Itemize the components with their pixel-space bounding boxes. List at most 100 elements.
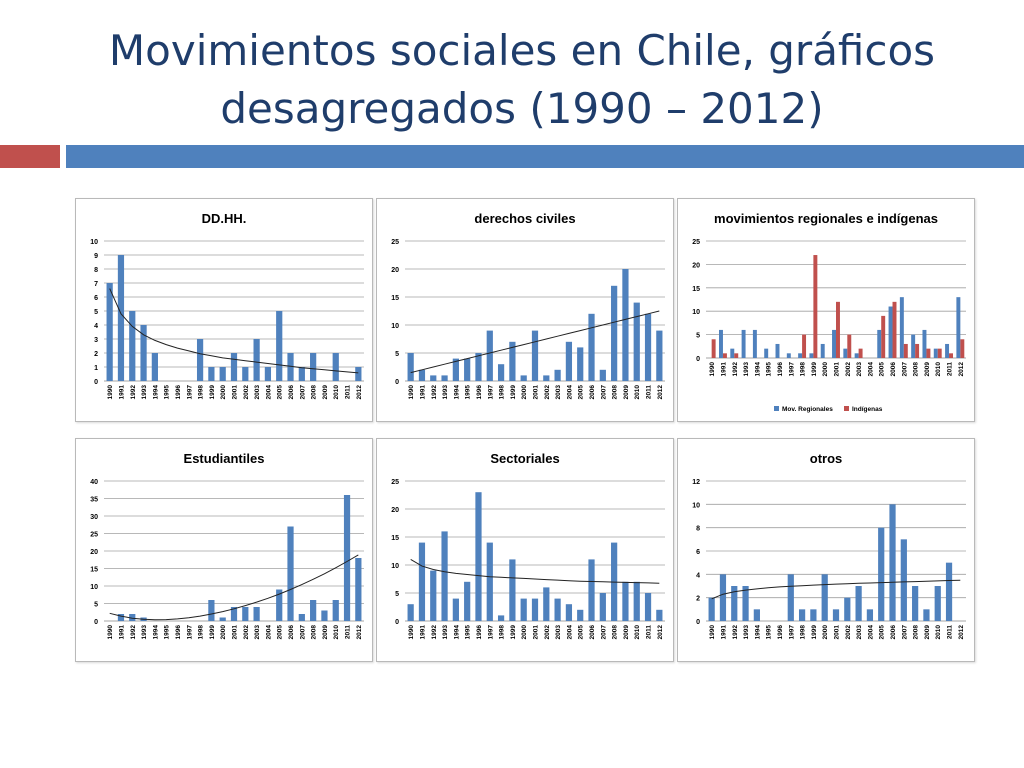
bar-2005 [276,311,283,381]
x-tick-label: 2007 [901,362,908,377]
trend-line [711,579,961,600]
bar-2009 [622,269,629,381]
bar-2000 [520,598,527,621]
bar-2000 [219,617,226,621]
x-tick-label: 2011 [947,625,954,639]
x-tick-label: 1996 [777,625,784,640]
x-tick-label: 1994 [754,625,761,640]
y-tick-label: 5 [94,309,98,316]
bar-2011-s0 [945,343,950,358]
x-tick-label: 2011 [646,385,653,399]
chart-title: Sectoriales [490,451,559,466]
bar-2007 [900,539,907,621]
x-tick-label: 1990 [709,625,716,640]
bar-2006-s1 [892,301,897,358]
y-tick-label: 7 [94,281,98,288]
bar-2003-s0 [854,353,859,358]
x-tick-label: 2012 [356,625,363,640]
x-tick-label: 2003 [555,385,562,400]
x-tick-label: 1993 [743,362,750,377]
bar-2002-s0 [843,348,848,358]
chart-title: Estudiantiles [184,451,265,466]
bar-2010 [934,586,941,621]
trend-line [410,558,660,584]
x-tick-label: 2008 [612,385,619,400]
bar-1992 [129,614,136,621]
x-tick-label: 2007 [299,625,306,640]
x-tick-label: 1994 [453,625,460,640]
x-tick-label: 2002 [243,625,250,640]
x-tick-label: 2004 [566,385,573,400]
x-tick-label: 1992 [732,625,739,640]
bar-1999-s1 [813,255,818,358]
bar-1998 [497,615,505,621]
bar-2003 [253,607,260,621]
bar-2005-s1 [881,315,886,358]
bar-2009 [622,581,629,621]
x-tick-label: 2012 [958,625,965,640]
bar-1992 [430,375,437,381]
x-tick-label: 2004 [265,625,272,640]
chart-panel-sectoriales: Sectoriales 0 5 10 15 20 25 1990 1991 1992 1993 199… [376,438,674,662]
x-tick-label: 1999 [811,362,818,377]
chart-svg-movimientos-regionales-indigenas: movimientos regionales e indígenas 0 5 10 15… [692,211,966,413]
bar-2003 [554,598,561,621]
x-tick-label: 2009 [322,625,329,640]
x-tick-label: 2004 [566,625,573,640]
bar-2006 [588,313,595,381]
chart-panel-movimientos-regionales-indigenas: movimientos regionales e indígenas 0 5 10 15… [677,198,975,422]
x-tick-label: 2000 [521,385,528,400]
bar-2005 [878,527,885,621]
bar-2002 [844,597,851,621]
bar-2008 [611,285,618,381]
x-tick-label: 1997 [487,385,494,400]
x-tick-label: 2000 [822,625,829,640]
x-tick-label: 2004 [867,625,874,640]
x-tick-label: 2001 [232,625,239,640]
bar-1994 [452,358,459,381]
bar-2007 [298,367,305,381]
x-tick-label: 1996 [476,625,483,640]
y-tick-label: 0 [696,356,700,363]
x-tick-label: 1996 [777,362,784,377]
y-tick-label: 0 [94,619,98,626]
x-tick-label: 1993 [141,385,148,400]
x-tick-label: 1997 [186,385,193,400]
x-tick-label: 1995 [766,362,773,377]
bar-2002 [242,367,249,381]
bar-2005 [276,589,283,621]
bar-2008 [912,586,919,621]
bar-1994-s0 [752,329,757,358]
x-tick-label: 1998 [499,625,506,640]
y-tick-label: 20 [692,262,700,269]
bar-1997-s0 [786,353,791,358]
y-tick-label: 10 [692,502,700,509]
x-tick-label: 2009 [623,625,630,640]
x-tick-label: 1994 [453,385,460,400]
bar-1998-s1 [802,334,807,358]
bar-1998-s0 [798,353,803,358]
bar-2007-s0 [899,297,904,358]
y-tick-label: 0 [94,379,98,386]
x-tick-label: 1995 [164,625,171,640]
bar-1993 [441,531,448,621]
legend-swatch [774,406,779,411]
x-tick-label: 1990 [709,362,716,377]
bar-2007 [599,593,606,621]
bar-2006 [287,353,294,381]
bar-2001-s0 [832,329,836,358]
x-tick-label: 1995 [465,385,472,400]
x-tick-label: 1994 [152,625,159,640]
chart-title: DD.HH. [202,211,247,226]
x-tick-label: 1992 [431,625,438,640]
bar-1996 [475,353,482,381]
x-tick-label: 2005 [578,625,585,640]
bar-2004 [264,367,272,381]
bar-1990-s1 [711,339,716,358]
bar-2009-s0 [922,329,927,358]
y-tick-label: 5 [395,591,399,598]
bar-1992 [731,586,738,621]
y-tick-label: 5 [94,602,98,609]
bar-2010 [633,302,640,381]
x-tick-label: 2012 [657,385,664,400]
